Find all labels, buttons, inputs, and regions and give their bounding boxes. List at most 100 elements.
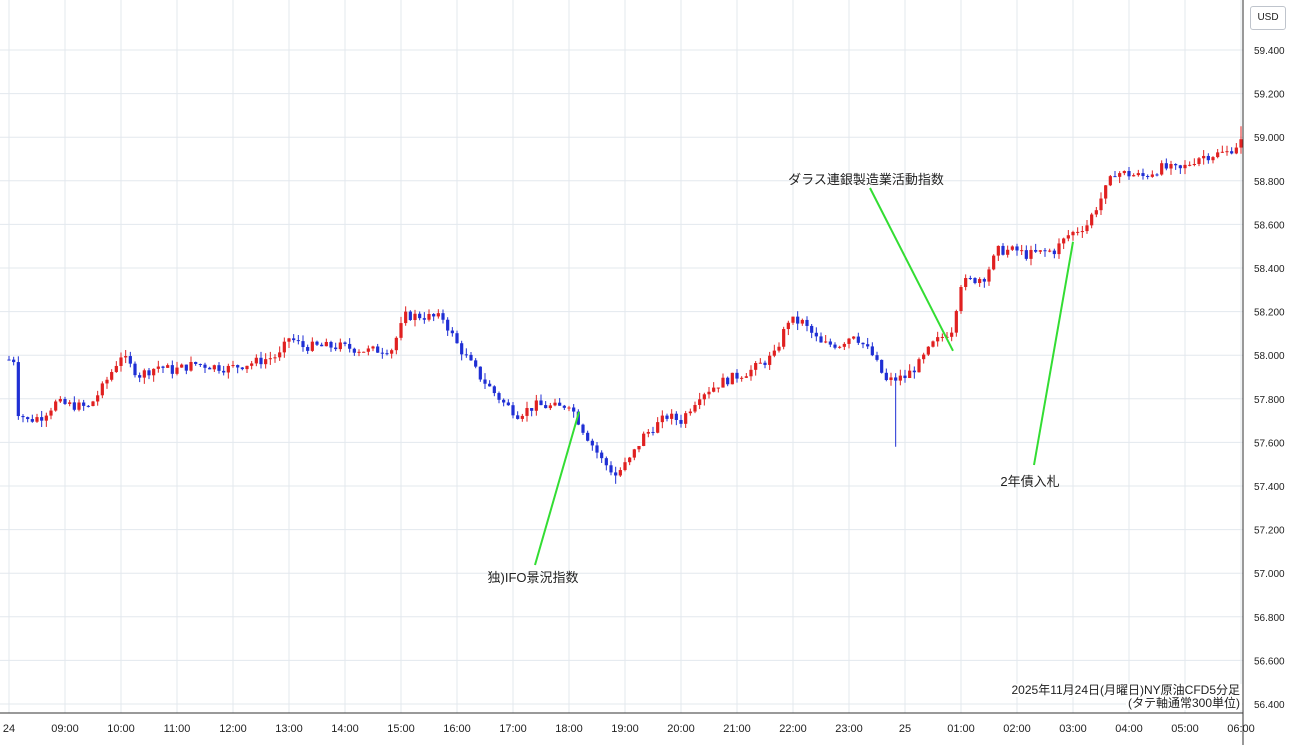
- candle-body: [707, 391, 711, 395]
- currency-badge[interactable]: USD: [1250, 6, 1286, 30]
- candle-body: [91, 401, 95, 407]
- candle-body: [147, 370, 151, 376]
- candle-body: [646, 431, 650, 434]
- candle-body: [413, 313, 417, 321]
- candle-body: [870, 346, 874, 356]
- candle-body: [16, 362, 20, 417]
- candle-body: [852, 336, 856, 339]
- annotation-label: 独)IFO景況指数: [488, 570, 579, 585]
- candle-body: [422, 318, 426, 320]
- candle-body: [343, 342, 347, 344]
- candle-body: [716, 387, 720, 389]
- candle-body: [693, 404, 697, 412]
- candle-body: [749, 369, 753, 377]
- candle-body: [903, 375, 907, 379]
- x-tick-label: 17:00: [499, 723, 527, 735]
- candle-body: [82, 402, 86, 406]
- candle-body: [744, 376, 748, 378]
- candle-body: [273, 357, 277, 359]
- candle-body: [824, 341, 828, 343]
- annotation-label: 2年債入札: [1000, 474, 1059, 489]
- candle-body: [254, 357, 258, 364]
- candle-body: [96, 395, 100, 402]
- candle-body: [819, 336, 823, 343]
- candle-body: [236, 365, 240, 368]
- y-tick-label: 57.400: [1254, 482, 1285, 493]
- x-tick-label: 18:00: [555, 723, 583, 735]
- candle-body: [357, 351, 361, 353]
- candle-body: [758, 362, 762, 364]
- candle-body: [63, 399, 67, 404]
- candle-body: [1239, 139, 1243, 148]
- candle-body: [805, 319, 809, 326]
- candle-body: [786, 322, 790, 330]
- candle-body: [1164, 163, 1168, 169]
- candle-body: [791, 316, 795, 323]
- candle-body: [1230, 151, 1234, 154]
- candle-body: [964, 278, 968, 287]
- candle-body: [1006, 249, 1010, 255]
- y-tick-label: 56.400: [1254, 700, 1285, 711]
- candle-body: [1127, 171, 1131, 177]
- candle-body: [198, 363, 202, 365]
- candle-body: [950, 332, 954, 337]
- candle-body: [1136, 173, 1140, 176]
- candle-body: [735, 372, 739, 379]
- candle-body: [259, 357, 263, 365]
- candle-body: [800, 319, 804, 324]
- candle-body: [287, 338, 291, 342]
- candle-body: [469, 354, 473, 361]
- x-tick-label: 25: [899, 723, 911, 735]
- candle-body: [604, 458, 608, 466]
- candle-body: [609, 465, 613, 473]
- candle-body: [282, 341, 286, 353]
- candle-body: [114, 365, 118, 373]
- candle-body: [40, 417, 44, 421]
- candle-body: [828, 341, 832, 345]
- candle-body: [338, 342, 342, 350]
- candle-body: [838, 346, 842, 348]
- x-tick-label: 14:00: [331, 723, 359, 735]
- candle-body: [1192, 164, 1196, 166]
- candle-body: [72, 402, 76, 410]
- candle-body: [1015, 246, 1019, 251]
- candle-body: [973, 278, 977, 284]
- candle-body: [1066, 235, 1070, 239]
- candle-body: [264, 359, 268, 365]
- y-tick-label: 56.600: [1254, 656, 1285, 667]
- candle-body: [184, 364, 188, 371]
- candle-body: [940, 336, 944, 338]
- candle-body: [166, 365, 170, 368]
- candle-body: [483, 379, 487, 384]
- candle-body: [544, 405, 548, 409]
- candle-body: [44, 415, 48, 421]
- candle-body: [175, 367, 179, 374]
- candle-body: [847, 338, 851, 344]
- candle-body: [502, 399, 506, 403]
- candle-body: [1206, 155, 1210, 161]
- x-tick-label: 21:00: [723, 723, 751, 735]
- candle-body: [455, 333, 459, 344]
- candle-body: [1029, 249, 1033, 259]
- y-tick-label: 57.600: [1254, 438, 1285, 449]
- candle-body: [777, 346, 781, 351]
- x-tick-label: 22:00: [779, 723, 807, 735]
- candle-body: [105, 379, 109, 384]
- annotation-line: [1033, 241, 1074, 466]
- annotation-label: ダラス連銀製造業活動指数: [788, 172, 944, 187]
- candle-body: [614, 472, 618, 476]
- candle-body: [30, 419, 34, 422]
- candle-body: [1160, 163, 1164, 175]
- candle-body: [796, 316, 800, 324]
- candle-body: [628, 457, 632, 463]
- candle-body: [474, 360, 478, 367]
- candle-body: [222, 370, 226, 373]
- candle-body: [1169, 164, 1173, 169]
- candle-body: [674, 413, 678, 420]
- candle-body: [492, 386, 496, 394]
- candle-body: [460, 343, 464, 355]
- candle-body: [427, 313, 431, 320]
- candle-body: [385, 353, 389, 355]
- candle-body: [450, 330, 454, 334]
- candle-body: [441, 313, 445, 320]
